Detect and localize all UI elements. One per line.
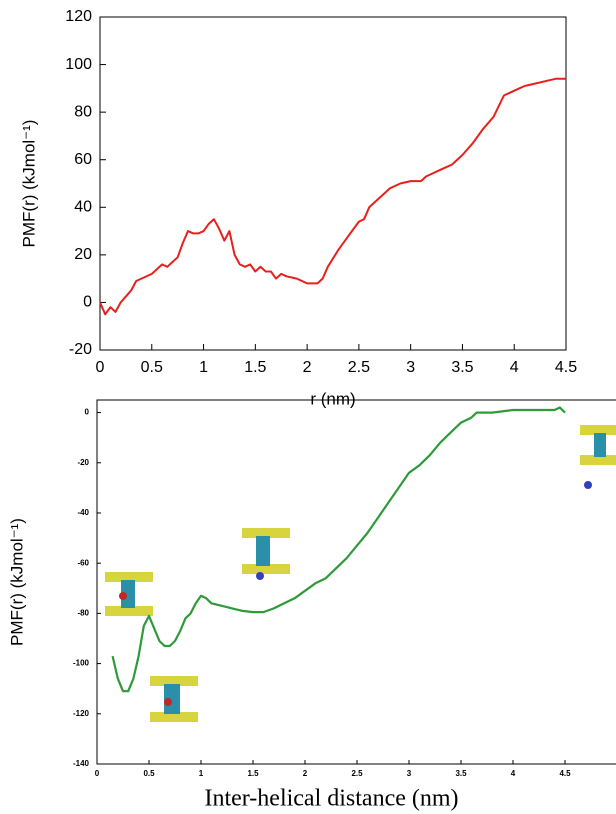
y-axis-label: PMF(r) (kJmol⁻¹) xyxy=(19,120,38,248)
y-tick-label: 20 xyxy=(74,246,92,263)
y-tick-label: 0 xyxy=(85,408,90,417)
x-tick-label: 4 xyxy=(510,359,519,376)
x-tick-label: 3 xyxy=(406,359,415,376)
x-tick-label: 0.5 xyxy=(141,359,163,376)
x-tick-label: 1.5 xyxy=(247,769,259,778)
x-tick-label: 1 xyxy=(199,769,204,778)
x-tick-label: 1.5 xyxy=(244,359,266,376)
y-axis-label: PMF(r) (kJmol⁻¹) xyxy=(7,518,26,646)
y-tick-label: -80 xyxy=(77,608,89,617)
data-line xyxy=(111,406,566,693)
molecule-icon xyxy=(150,676,198,722)
y-tick-label: -20 xyxy=(77,458,89,467)
y-tick-label: 80 xyxy=(74,103,92,120)
x-tick-label: 3 xyxy=(407,769,412,778)
x-tick-label: 4.5 xyxy=(555,359,577,376)
y-tick-label: -140 xyxy=(73,759,90,768)
x-tick-label: 0.5 xyxy=(143,769,155,778)
y-tick-label: -60 xyxy=(77,558,89,567)
y-tick-label: 40 xyxy=(74,199,92,216)
data-line xyxy=(99,77,566,316)
x-tick-label: 2 xyxy=(303,359,312,376)
y-tick-label: -120 xyxy=(73,709,90,718)
x-tick-label: 2.5 xyxy=(351,769,363,778)
y-tick-label: 120 xyxy=(65,8,92,25)
x-axis-label: Inter-helical distance (nm) xyxy=(204,786,458,812)
y-tick-label: -40 xyxy=(77,508,89,517)
y-tick-label: -100 xyxy=(73,659,90,668)
x-axis-label: r (nm) xyxy=(310,389,355,408)
x-tick-label: 1 xyxy=(199,359,208,376)
y-tick-label: 60 xyxy=(74,151,92,168)
x-tick-label: 4 xyxy=(511,769,516,778)
x-tick-label: 3.5 xyxy=(451,359,473,376)
plot-frame xyxy=(99,16,567,351)
x-tick-label: 3.5 xyxy=(455,769,467,778)
x-tick-label: 2 xyxy=(303,769,308,778)
x-tick-label: 2.5 xyxy=(348,359,370,376)
y-tick-label: -20 xyxy=(69,341,92,358)
molecule-icon xyxy=(580,425,616,489)
x-tick-label: 0 xyxy=(96,359,105,376)
x-tick-label: 0 xyxy=(95,769,100,778)
x-tick-label: 4.5 xyxy=(559,769,571,778)
molecule-icon xyxy=(105,572,153,616)
molecule-illustrations xyxy=(105,425,616,722)
y-tick-label: 100 xyxy=(65,56,92,73)
molecule-icon xyxy=(242,528,290,580)
y-tick-label: 0 xyxy=(83,294,92,311)
